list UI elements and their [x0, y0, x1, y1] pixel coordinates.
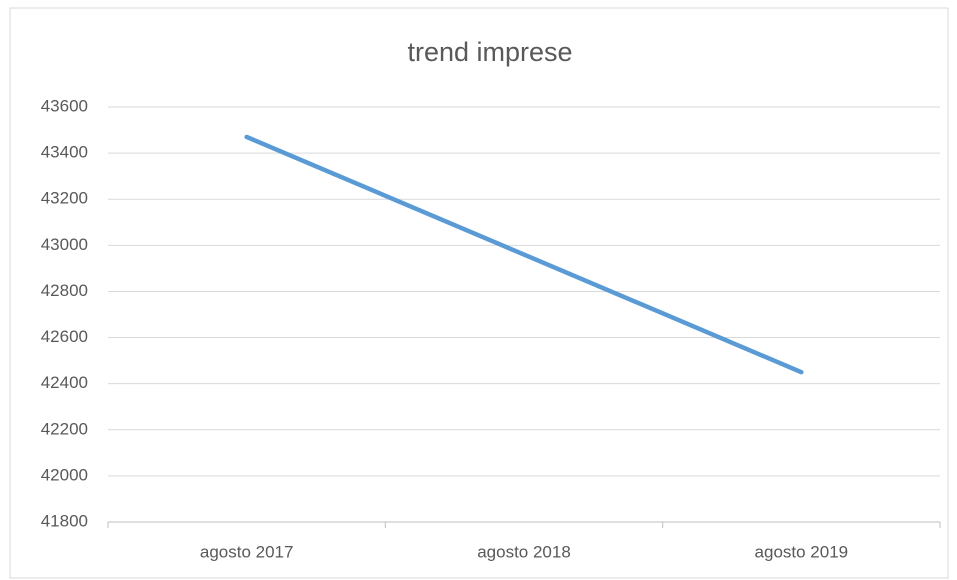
chart-border	[9, 7, 949, 579]
y-tick-label: 41800	[41, 511, 88, 530]
x-tick-label: agosto 2017	[200, 542, 294, 561]
y-tick-label: 42800	[41, 281, 88, 300]
series-line	[244, 134, 804, 375]
y-tick-label: 42400	[41, 373, 88, 392]
y-tick-label: 43000	[41, 235, 88, 254]
y-tick-label: 43200	[41, 189, 88, 208]
chart-title: trend imprese	[407, 37, 572, 67]
y-tick-label: 43600	[41, 96, 88, 115]
y-tick-label: 43400	[41, 143, 88, 162]
y-tick-label: 42200	[41, 419, 88, 438]
x-tick-label: agosto 2019	[755, 542, 849, 561]
y-tick-label: 42600	[41, 327, 88, 346]
y-tick-label: 42000	[41, 465, 88, 484]
x-tick-label: agosto 2018	[477, 542, 571, 561]
